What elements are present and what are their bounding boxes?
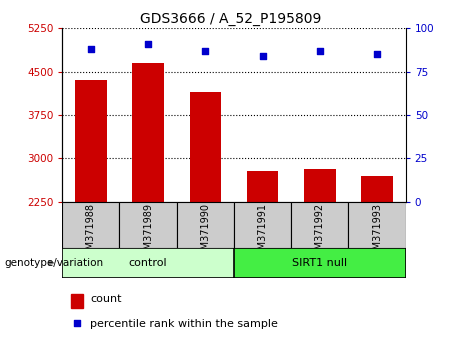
Point [201,48,209,54]
Text: GSM371991: GSM371991 [258,203,267,262]
Bar [119,202,177,248]
Text: percentile rank within the sample: percentile rank within the sample [90,319,278,329]
Point [316,48,324,54]
Bar [62,248,234,278]
Text: genotype/variation: genotype/variation [5,258,104,268]
Point [373,51,381,57]
Bar [291,202,349,248]
Bar [304,169,336,202]
Text: GSM371992: GSM371992 [315,203,325,262]
Text: count: count [90,294,121,304]
Bar [71,294,83,308]
Bar [189,92,221,202]
Point [73,320,81,326]
Text: GSM371990: GSM371990 [201,203,210,262]
Text: GSM371989: GSM371989 [143,203,153,262]
Bar [177,202,234,248]
Text: GSM371988: GSM371988 [86,203,96,262]
Bar [361,176,393,202]
Text: GSM371993: GSM371993 [372,203,382,262]
Point [87,46,95,52]
Text: control: control [129,258,167,268]
Text: SIRT1 null: SIRT1 null [292,258,348,268]
Bar [132,63,164,202]
Text: GDS3666 / A_52_P195809: GDS3666 / A_52_P195809 [140,12,321,27]
Bar [234,248,406,278]
Bar [349,202,406,248]
Point [259,53,266,59]
Bar [75,80,106,202]
Point [144,41,152,47]
Bar [234,202,291,248]
Bar [247,171,278,202]
Bar [62,202,119,248]
